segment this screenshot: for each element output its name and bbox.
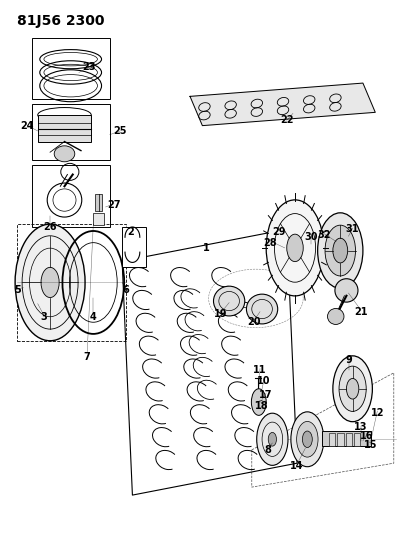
Text: 28: 28 [263,238,277,247]
Text: 81J56 2300: 81J56 2300 [17,14,104,28]
Text: 19: 19 [214,309,228,319]
Text: 13: 13 [354,422,368,432]
Ellipse shape [54,146,75,162]
Ellipse shape [333,238,348,263]
Text: 3: 3 [40,312,47,322]
Polygon shape [252,373,394,487]
Text: 17: 17 [259,390,273,400]
Ellipse shape [328,309,344,325]
Bar [95,193,102,211]
Ellipse shape [247,294,278,324]
Text: 16: 16 [360,431,374,441]
Text: 18: 18 [255,401,269,411]
Ellipse shape [297,422,318,457]
Bar [38,115,91,142]
Text: 23: 23 [83,62,96,72]
Ellipse shape [347,378,359,399]
Ellipse shape [302,431,312,448]
Text: 21: 21 [354,306,368,317]
Bar [93,213,104,225]
Text: 30: 30 [305,232,318,243]
Ellipse shape [287,234,303,262]
Text: 31: 31 [346,224,359,235]
Text: 5: 5 [14,286,21,295]
Ellipse shape [266,200,324,296]
Text: 11: 11 [253,365,267,375]
Bar [31,104,110,160]
Text: 9: 9 [345,354,352,365]
Polygon shape [122,229,297,495]
Ellipse shape [15,224,85,341]
Text: 10: 10 [257,376,271,386]
Bar [31,38,110,99]
Ellipse shape [41,268,59,297]
Text: 27: 27 [107,200,121,211]
Text: 7: 7 [84,352,90,362]
Text: 26: 26 [43,222,57,232]
Bar [122,227,146,266]
Polygon shape [190,83,375,126]
Text: 32: 32 [317,230,330,240]
Text: 8: 8 [265,445,272,455]
Text: 4: 4 [90,312,97,322]
Text: 25: 25 [113,126,127,136]
Bar [337,433,344,446]
Ellipse shape [318,213,363,288]
Bar [31,165,110,227]
Ellipse shape [257,413,288,465]
Bar [354,433,360,446]
Text: 20: 20 [247,317,261,327]
Text: 15: 15 [364,440,378,450]
Text: 14: 14 [290,461,304,471]
Ellipse shape [333,356,373,422]
Bar [17,224,126,341]
Text: 1: 1 [203,243,210,253]
Text: 6: 6 [123,286,130,295]
Text: 12: 12 [370,408,384,418]
Text: 24: 24 [21,120,34,131]
Ellipse shape [252,389,266,415]
Bar [322,431,371,446]
Text: 29: 29 [272,227,285,237]
Ellipse shape [335,279,358,302]
Ellipse shape [291,412,324,467]
Ellipse shape [268,432,276,446]
Bar [329,433,335,446]
Ellipse shape [325,225,356,276]
Text: 2: 2 [127,227,134,237]
Ellipse shape [339,366,366,411]
Text: 22: 22 [280,115,294,125]
Ellipse shape [214,286,245,316]
Bar [346,433,352,446]
